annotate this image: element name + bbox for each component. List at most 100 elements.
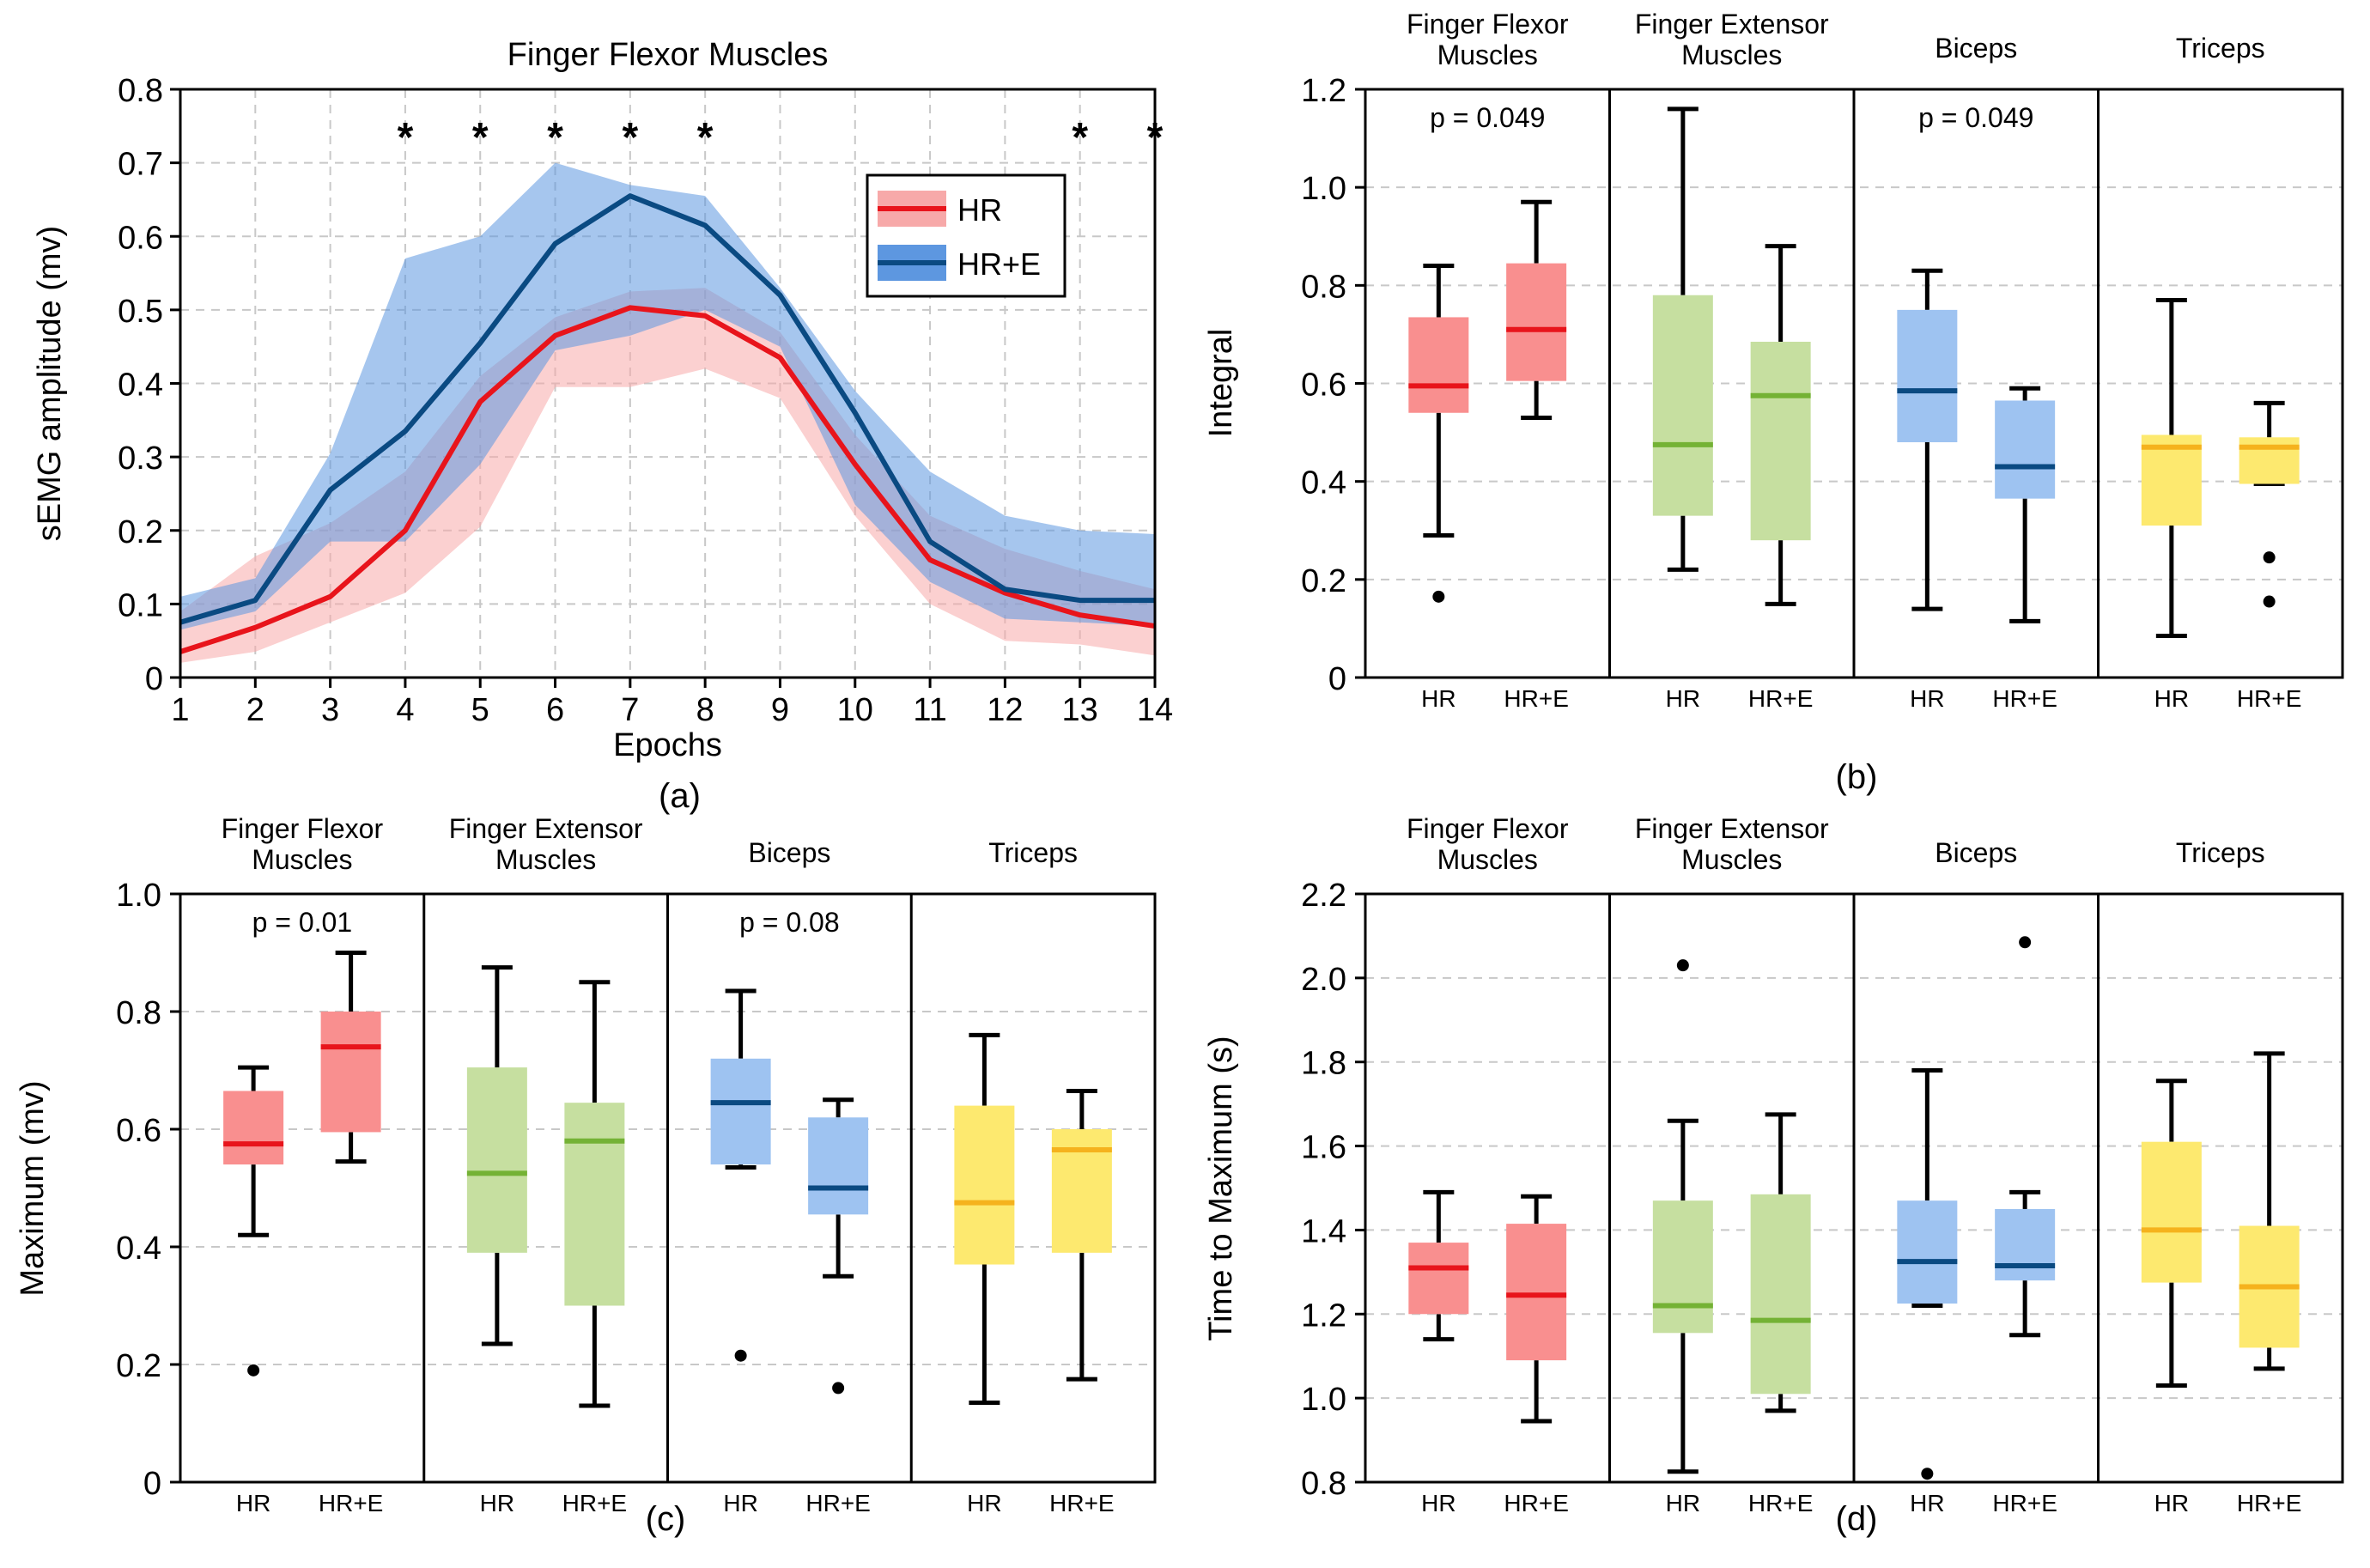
panel-label: (c) [646, 1500, 686, 1538]
category-label: HR+E [319, 1490, 383, 1516]
y-tick-label: 1.2 [1301, 73, 1346, 109]
box-hr [2141, 297, 2202, 638]
y-tick-label: 0 [1328, 661, 1346, 697]
box-iqr [466, 1067, 527, 1253]
group-title: Finger Flexor Muscles [222, 813, 384, 875]
category-label: HR+E [2237, 685, 2301, 712]
box-hr-e [1750, 244, 1811, 606]
box-hr [1652, 959, 1713, 1474]
outlier-point [832, 1382, 845, 1395]
category-label: HR [1910, 1490, 1944, 1516]
y-tick-label: 0.4 [116, 1231, 161, 1267]
outlier-point [1676, 959, 1689, 972]
y-tick-label: 0.8 [1301, 269, 1346, 305]
plot-frame [179, 892, 1157, 1484]
y-tick-label: 1.6 [1301, 1130, 1346, 1166]
panel-label: (b) [1836, 758, 1878, 796]
y-tick-label: 0.8 [118, 73, 163, 109]
x-tick-label: 12 [987, 692, 1023, 728]
plot-frame [179, 88, 1157, 679]
y-tick-label: 1.0 [1301, 1382, 1346, 1418]
box-iqr [1995, 400, 2056, 499]
box-hr-e [1995, 936, 2056, 1338]
box-hr-e [2239, 1051, 2300, 1371]
category-label: HR+E [1504, 1490, 1568, 1516]
box-iqr [1506, 263, 1567, 381]
category-label: HR [1421, 1490, 1455, 1516]
chart-title: Finger Flexor Muscles [507, 37, 829, 73]
category-label: HR [1421, 685, 1455, 712]
y-tick-label: 1.8 [1301, 1046, 1346, 1082]
category-label: HR+E [562, 1490, 627, 1516]
y-axis-label: Integral [1203, 329, 1239, 438]
box-iqr [2141, 435, 2202, 526]
panel-label: (d) [1836, 1500, 1878, 1538]
category-label: HR [2154, 1490, 2189, 1516]
group-title: Finger Extensor Muscles [449, 813, 643, 875]
group-title: Biceps [748, 837, 830, 868]
x-tick-label: 6 [546, 692, 564, 728]
box-iqr [1652, 295, 1713, 516]
x-tick-label: 14 [1137, 692, 1173, 728]
box-iqr [1995, 1208, 2056, 1281]
outlier-point [734, 1349, 747, 1362]
panel-a: 00.10.20.30.40.50.60.70.81 2 3 4 5 6 7 8 9 10 11 12… [32, 37, 1173, 815]
x-tick-label: 4 [396, 692, 414, 728]
y-axis-label: Maximum (mv) [15, 1080, 51, 1296]
y-tick-label: 0.4 [1301, 465, 1346, 501]
p-value-label: p = 0.08 [739, 907, 840, 938]
significance-marker: * [697, 115, 714, 161]
group-title: Triceps [2176, 33, 2265, 64]
y-tick-label: 1.0 [116, 878, 161, 914]
box-iqr [710, 1058, 771, 1165]
category-label: HR+E [2237, 1490, 2301, 1516]
y-tick-label: 0.8 [1301, 1466, 1346, 1502]
group-title: Finger Flexor Muscles [1407, 9, 1569, 70]
y-tick-label: 0.1 [118, 587, 163, 623]
p-value-label: p = 0.049 [1430, 102, 1545, 133]
x-tick-label: 10 [837, 692, 873, 728]
panel-c: 0 0.2 0.4 0.6 0.8 1.0 Finger Flexor Muscles p = … [15, 813, 1157, 1538]
significance-marker: * [623, 115, 639, 161]
box-hr [1897, 268, 1958, 611]
x-tick-label: 9 [771, 692, 789, 728]
y-tick-label: 0.2 [116, 1348, 161, 1384]
x-tick-label: 11 [913, 692, 946, 728]
category-label: HR [1910, 685, 1944, 712]
group-title: Biceps [1935, 837, 2017, 868]
x-tick-label: 13 [1062, 692, 1098, 728]
y-tick-label: 0.7 [118, 147, 163, 183]
y-tick-label: 1.4 [1301, 1213, 1346, 1249]
group-title: Finger Flexor Muscles [1407, 813, 1569, 875]
legend-label-hr-e: HR+E [957, 246, 1041, 282]
box-iqr [1408, 317, 1469, 413]
y-tick-label: 0.6 [118, 220, 163, 256]
outlier-point [2263, 595, 2276, 608]
box-iqr [1897, 309, 1958, 442]
category-label: HR+E [1049, 1490, 1114, 1516]
y-tick-label: 0.2 [118, 514, 163, 550]
hr-e-line [179, 193, 1155, 625]
y-tick-label: 2.0 [1301, 962, 1346, 998]
significance-marker: * [1072, 115, 1088, 161]
significance-marker: * [398, 115, 414, 161]
panel-label: (a) [659, 777, 701, 815]
box-iqr [1652, 1200, 1713, 1334]
box-hr [954, 1032, 1015, 1406]
group-title: Finger Extensor Muscles [1635, 9, 1829, 70]
x-tick-label: 8 [696, 692, 714, 728]
outlier-point [1432, 590, 1445, 603]
box-hr-e [2239, 400, 2300, 608]
box-hr [466, 965, 527, 1346]
box-hr-e [564, 980, 625, 1408]
legend: HR HR+E [866, 173, 1066, 298]
y-tick-label: 0.4 [118, 368, 163, 404]
y-tick-label: 0.8 [116, 995, 161, 1031]
y-tick-label: 1.0 [1301, 171, 1346, 207]
p-value-label: p = 0.049 [1918, 102, 2033, 133]
panel-d: 0.8 1.0 1.2 1.4 1.6 1.8 2.0 2.2 Finger Flexor Mus… [1203, 813, 2344, 1538]
y-tick-label: 0.6 [1301, 368, 1346, 404]
outlier-point [1921, 1468, 1934, 1480]
x-tick-label: 1 [171, 692, 189, 728]
